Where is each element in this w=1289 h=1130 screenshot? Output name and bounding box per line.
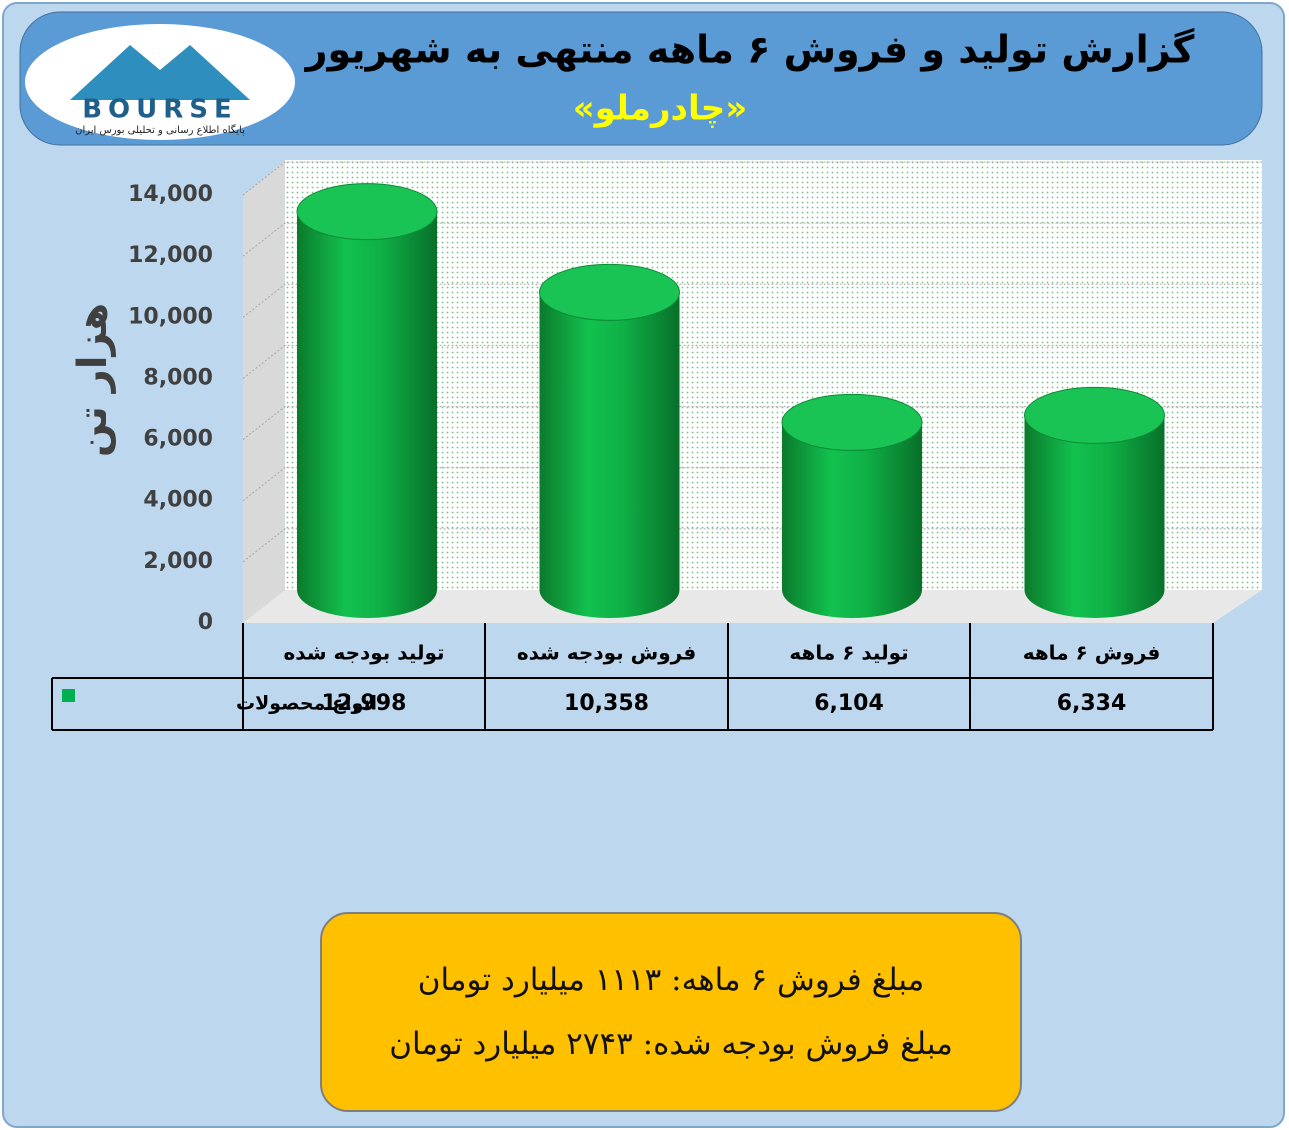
bar-top: [539, 263, 680, 321]
y-tick-label: 2,000: [143, 549, 213, 574]
bar: [1024, 415, 1165, 618]
x-tick-label: فروش بودجه شده: [517, 641, 696, 665]
legend-label: انواع محصولات: [236, 693, 377, 715]
value-label: 12,998: [322, 691, 407, 716]
bar: [297, 211, 437, 618]
bar-top: [781, 393, 923, 451]
y-tick-label: 0: [198, 610, 213, 635]
grid-line: [242, 161, 1262, 196]
note-line: مبلغ فروش ۶ ماهه: ۱۱۱۳ میلیارد تومان: [417, 962, 925, 998]
y-tick-label: 4,000: [143, 488, 213, 513]
grid-line: [242, 528, 1262, 563]
y-tick-label: 6,000: [143, 427, 213, 452]
y-tick-label: 8,000: [143, 365, 213, 390]
x-tick-label: فروش ۶ ماهه: [1023, 641, 1161, 665]
note-line: مبلغ فروش بودجه شده: ۲۷۴۳ میلیارد تومان: [389, 1026, 953, 1062]
x-tick-label: تولید ۶ ماهه: [789, 641, 908, 665]
y-tick-label: 12,000: [128, 243, 213, 268]
bar: [782, 422, 922, 618]
value-label: 6,334: [1057, 691, 1127, 716]
chart-subtitle: «چادرملو»: [573, 89, 747, 129]
bar-top: [296, 183, 438, 241]
back-wall: [285, 160, 1262, 590]
y-tick-label: 14,000: [128, 182, 213, 207]
x-tick-label: تولید بودجه شده: [283, 641, 444, 665]
logo-mark: [70, 45, 250, 100]
legend-swatch: [62, 689, 75, 702]
grid-line: [242, 283, 1262, 318]
table-lines: [51, 623, 1214, 731]
y-tick-label: 10,000: [128, 304, 213, 329]
value-label: 6,104: [814, 691, 884, 716]
chart-title: گزارش تولید و فروش ۶ ماهه منتهی به شهریو…: [304, 28, 1196, 73]
side-wall: [243, 160, 285, 623]
grid-line: [242, 406, 1262, 440]
y-axis-label: هزار تن: [70, 303, 116, 457]
bar-top: [1024, 386, 1165, 444]
grid-line: [242, 222, 1262, 257]
value-label: 10,358: [564, 691, 649, 716]
grid-line: [242, 344, 1262, 379]
logo-brand: BOURSE: [82, 95, 238, 125]
floor: [243, 590, 1262, 623]
grid-line: [242, 467, 1262, 502]
note-box: مبلغ فروش ۶ ماهه: ۱۱۱۳ میلیارد تومان مبل…: [320, 912, 1022, 1112]
logo-tagline: پایگاه اطلاع رسانی و تحلیلی بورس ایران: [75, 124, 245, 136]
header: [19, 11, 1263, 146]
bar: [539, 292, 680, 619]
